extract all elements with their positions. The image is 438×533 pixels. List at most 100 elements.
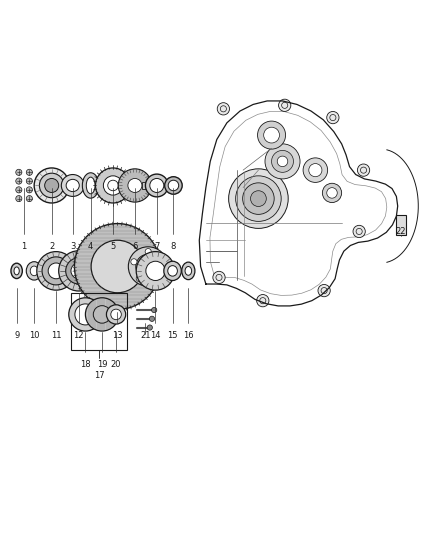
Circle shape (257, 295, 269, 307)
Circle shape (95, 168, 131, 203)
Circle shape (48, 263, 64, 279)
Ellipse shape (164, 261, 181, 280)
Circle shape (131, 259, 137, 265)
Text: 4: 4 (88, 241, 93, 251)
Circle shape (353, 225, 365, 238)
Circle shape (85, 298, 119, 331)
Circle shape (279, 99, 291, 111)
Circle shape (146, 261, 165, 280)
Circle shape (327, 111, 339, 124)
Circle shape (16, 187, 22, 193)
Ellipse shape (182, 262, 195, 280)
Circle shape (147, 325, 152, 330)
Circle shape (106, 305, 126, 324)
Ellipse shape (30, 266, 38, 276)
Circle shape (236, 176, 281, 221)
Circle shape (145, 248, 151, 255)
Ellipse shape (86, 177, 95, 194)
Ellipse shape (168, 265, 177, 276)
Text: 3: 3 (70, 241, 75, 251)
Circle shape (327, 188, 337, 198)
Circle shape (303, 158, 328, 182)
Circle shape (39, 173, 64, 198)
Circle shape (322, 183, 342, 203)
Circle shape (93, 305, 111, 323)
Circle shape (168, 180, 179, 191)
Ellipse shape (185, 266, 192, 275)
Circle shape (277, 156, 288, 167)
Circle shape (26, 187, 32, 193)
Text: 16: 16 (183, 332, 194, 341)
Text: 21: 21 (140, 332, 151, 341)
Text: 8: 8 (171, 241, 176, 251)
Ellipse shape (14, 267, 19, 275)
Circle shape (309, 164, 322, 177)
Circle shape (16, 169, 22, 175)
Bar (142, 182, 151, 189)
Ellipse shape (26, 262, 42, 280)
Circle shape (154, 276, 160, 281)
Circle shape (91, 240, 144, 293)
Circle shape (357, 164, 370, 176)
Text: 10: 10 (29, 332, 39, 341)
Text: 2: 2 (49, 241, 54, 251)
Circle shape (74, 223, 160, 310)
Text: 17: 17 (94, 371, 105, 379)
Circle shape (149, 316, 155, 321)
Circle shape (71, 263, 87, 279)
Text: 1: 1 (21, 241, 27, 251)
Ellipse shape (61, 174, 84, 197)
Text: 18: 18 (80, 360, 91, 369)
Circle shape (111, 309, 121, 320)
Circle shape (45, 179, 59, 192)
Text: 14: 14 (150, 332, 161, 341)
Text: 11: 11 (51, 332, 61, 341)
Circle shape (66, 258, 92, 284)
Circle shape (265, 144, 300, 179)
Text: 6: 6 (132, 241, 138, 251)
Circle shape (217, 103, 230, 115)
Circle shape (118, 169, 152, 202)
Circle shape (128, 247, 168, 286)
Circle shape (26, 196, 32, 201)
Circle shape (37, 252, 75, 290)
Text: 19: 19 (97, 360, 107, 369)
Text: 13: 13 (112, 332, 123, 341)
Circle shape (258, 121, 286, 149)
Circle shape (42, 257, 70, 285)
Circle shape (26, 178, 32, 184)
Text: 12: 12 (74, 332, 84, 341)
Circle shape (75, 304, 96, 325)
Circle shape (69, 298, 102, 331)
Circle shape (150, 179, 164, 192)
Circle shape (16, 196, 22, 201)
Circle shape (243, 183, 274, 214)
Circle shape (318, 285, 330, 297)
Text: 5: 5 (110, 241, 116, 251)
Text: 7: 7 (154, 241, 159, 251)
Circle shape (136, 276, 142, 281)
Circle shape (251, 191, 266, 206)
Ellipse shape (11, 263, 22, 279)
Circle shape (128, 179, 142, 192)
Circle shape (136, 252, 175, 290)
Bar (71, 293, 127, 350)
Circle shape (264, 127, 279, 143)
Circle shape (229, 169, 288, 229)
Ellipse shape (66, 179, 79, 191)
Text: 9: 9 (14, 332, 19, 341)
Circle shape (165, 177, 182, 194)
Circle shape (103, 176, 123, 195)
Circle shape (152, 308, 157, 313)
Circle shape (213, 271, 225, 284)
Ellipse shape (82, 173, 99, 198)
Circle shape (159, 259, 165, 265)
Text: 22: 22 (396, 227, 406, 236)
Circle shape (16, 178, 22, 184)
Circle shape (272, 150, 293, 172)
Circle shape (59, 251, 99, 291)
Circle shape (34, 168, 69, 203)
Circle shape (145, 174, 168, 197)
Circle shape (26, 169, 32, 175)
Bar (396, 215, 406, 235)
